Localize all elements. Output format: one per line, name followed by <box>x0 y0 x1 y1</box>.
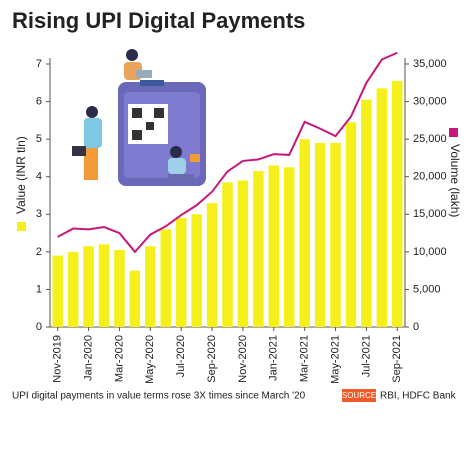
y2-tick-label: 0 <box>413 321 419 333</box>
y2-tick-label: 20,000 <box>413 171 447 183</box>
y-tick-label: 6 <box>36 95 42 107</box>
bar <box>253 171 264 327</box>
bar <box>129 270 141 327</box>
x-tick-label: Mar-2020 <box>113 335 125 382</box>
y-tick-label: 4 <box>36 171 42 183</box>
y2-tick-label: 15,000 <box>413 208 447 220</box>
bar <box>52 255 63 327</box>
x-tick-label: Sep-2020 <box>206 335 218 383</box>
x-tick-label: Mar-2021 <box>299 335 311 382</box>
y-tick-label: 3 <box>36 208 42 220</box>
y-tick-label: 5 <box>36 133 42 145</box>
line <box>57 51 398 254</box>
chart-title: Rising UPI Digital Payments <box>12 8 305 33</box>
y-tick-label: 1 <box>36 283 42 295</box>
y-tick-label: 2 <box>36 246 42 258</box>
source: RBI, HDFC Bank <box>380 391 457 402</box>
bar <box>206 203 218 327</box>
legend-swatch <box>449 128 458 137</box>
x-tick-label: May-2021 <box>329 335 341 384</box>
bar <box>268 165 280 327</box>
legend-label: Volume (lakh) <box>448 144 462 217</box>
y2-tick-label: 30,000 <box>413 95 447 107</box>
source-tag: SOURCE <box>342 391 376 400</box>
x-tick-label: Jan-2021 <box>268 335 280 381</box>
bar <box>191 214 202 327</box>
bar <box>330 142 341 327</box>
x-tick-label: Jul-2021 <box>360 335 372 377</box>
y2-tick-label: 25,000 <box>413 133 447 145</box>
x-tick-label: May-2020 <box>144 335 156 384</box>
bar <box>237 180 249 327</box>
bar <box>392 80 403 328</box>
bar <box>376 88 388 328</box>
bar <box>114 249 125 327</box>
legend-label: Value (INR tln) <box>14 136 28 214</box>
bar <box>98 244 110 327</box>
bar <box>299 139 310 327</box>
bar <box>345 122 357 327</box>
bar <box>160 229 172 327</box>
y2-tick-label: 10,000 <box>413 246 447 258</box>
y2-tick-label: 5,000 <box>413 283 441 295</box>
source-badge <box>342 389 376 402</box>
bar <box>145 246 156 327</box>
bar <box>83 246 94 327</box>
bar <box>175 218 187 327</box>
x-tick-label: Jul-2020 <box>175 335 187 377</box>
bar <box>67 251 79 327</box>
bar <box>283 167 295 327</box>
illustration <box>72 49 206 186</box>
x-tick-label: Jan-2020 <box>82 335 94 381</box>
x-tick-label: Nov-2019 <box>52 335 64 383</box>
x-tick-label: Nov-2020 <box>237 335 249 383</box>
legend-swatch <box>17 222 26 231</box>
bar <box>314 142 326 327</box>
x-tick-label: Sep-2021 <box>391 335 403 383</box>
bar <box>222 182 233 327</box>
y-tick-label: 7 <box>36 58 42 70</box>
bar <box>361 99 372 327</box>
y2-tick-label: 35,000 <box>413 58 447 70</box>
y-tick-label: 0 <box>36 321 42 333</box>
note: UPI digital payments in value terms rose… <box>12 391 306 402</box>
